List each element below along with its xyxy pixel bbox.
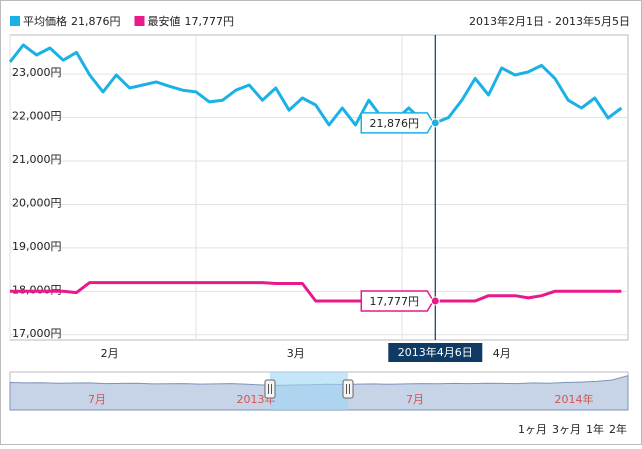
legend-swatch	[134, 16, 145, 26]
cursor-date-box	[388, 343, 483, 362]
range-button[interactable]: 1ヶ月	[518, 423, 547, 436]
legend-value: 17,777円	[185, 15, 235, 28]
y-tick-label: 23,000円	[12, 66, 62, 79]
y-tick-label: 21,000円	[12, 153, 62, 166]
callout-box	[360, 290, 435, 312]
y-tick-label: 22,000円	[12, 110, 62, 123]
navigator-selection	[270, 372, 348, 410]
cursor-date: 2013年4月6日	[398, 345, 473, 359]
navigator-label: 7月	[406, 393, 424, 406]
x-tick-label: 3月	[287, 347, 305, 360]
legend-label: 最安値	[148, 14, 181, 28]
y-tick-label: 20,000円	[12, 196, 62, 209]
cursor-marker	[430, 296, 440, 306]
legend-label: 平均価格	[23, 14, 67, 28]
x-tick-label: 2月	[101, 347, 119, 360]
navigator-handle[interactable]	[264, 379, 276, 399]
navigator-label: 7月	[88, 393, 106, 406]
range-button[interactable]: 2年	[609, 422, 627, 436]
range-button[interactable]: 3ヶ月	[552, 423, 581, 436]
callout-label: 17,777円	[370, 295, 420, 308]
callout-box	[360, 112, 435, 134]
navigator-label: 2014年	[555, 392, 594, 406]
date-range: 2013年2月1日 - 2013年5月5日	[469, 14, 630, 28]
range-button[interactable]: 1年	[586, 422, 604, 436]
series-line	[8, 43, 623, 127]
y-tick-label: 17,000円	[12, 327, 62, 340]
plot-area	[9, 34, 629, 341]
y-tick-label: 19,000円	[12, 240, 62, 253]
series-line	[10, 281, 622, 303]
callout-label: 21,876円	[370, 117, 420, 130]
legend-value: 21,876円	[71, 15, 121, 28]
navigator-handle[interactable]	[342, 379, 354, 399]
legend-swatch	[10, 16, 20, 26]
x-tick-label: 4月	[493, 347, 511, 360]
cursor-marker	[430, 118, 440, 128]
